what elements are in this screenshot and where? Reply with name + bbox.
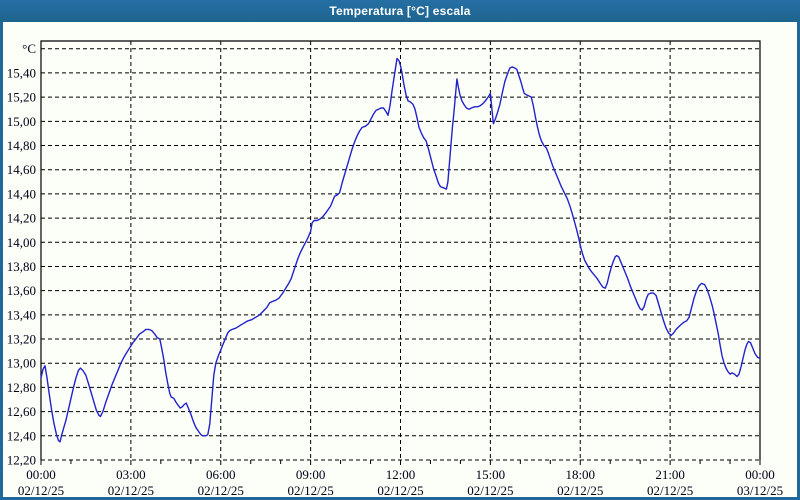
x-axis-time-label: 00:00 (26, 467, 56, 482)
y-axis-label: 13,80 (7, 259, 36, 274)
x-axis-time-label: 12:00 (386, 467, 416, 482)
y-axis-label: 12,20 (7, 453, 36, 468)
y-axis-label: 12,40 (7, 428, 36, 443)
y-axis-label: 13,60 (7, 283, 36, 298)
temperature-line (40, 57, 761, 443)
window-frame-left (0, 22, 3, 500)
y-axis-label: 13,40 (7, 307, 36, 322)
y-axis-label: 14,00 (7, 235, 36, 250)
x-axis-date-label: 02/12/25 (557, 483, 603, 498)
y-axis-label: 15,00 (7, 114, 36, 129)
x-axis-time-label: 15:00 (476, 467, 506, 482)
y-axis-label: 14,60 (7, 162, 36, 177)
x-axis-date-label: 02/12/25 (647, 483, 693, 498)
y-axis-label: 14,20 (7, 211, 36, 226)
window-frame-right (797, 22, 800, 500)
window-titlebar[interactable]: Temperatura [°C] escala (0, 0, 800, 22)
x-axis-date-label: 02/12/25 (108, 483, 154, 498)
x-axis-date-label: 02/12/25 (467, 483, 513, 498)
x-axis-date-label: 02/12/25 (377, 483, 423, 498)
x-axis-time-label: 09:00 (296, 467, 326, 482)
x-axis-date-label: 03/12/25 (737, 483, 783, 498)
plot-border (40, 40, 761, 460)
y-axis-label: °C (22, 41, 36, 56)
x-axis-time-label: 18:00 (565, 467, 595, 482)
x-axis-date-label: 02/12/25 (18, 483, 64, 498)
x-axis-time-label: 03:00 (116, 467, 146, 482)
y-axis-label: 15,20 (7, 90, 36, 105)
x-axis-time-label: 00:00 (745, 467, 775, 482)
window-frame-bottom (0, 497, 800, 500)
y-axis-label: 14,80 (7, 138, 36, 153)
window-title: Temperatura [°C] escala (329, 4, 471, 18)
x-axis-time-label: 21:00 (655, 467, 685, 482)
y-axis-label: 12,60 (7, 404, 36, 419)
y-axis-label: 13,00 (7, 356, 36, 371)
x-axis-date-label: 02/12/25 (288, 483, 334, 498)
y-axis-label: 15,40 (7, 65, 36, 80)
y-axis-label: 13,20 (7, 332, 36, 347)
y-axis-label: 14,40 (7, 186, 36, 201)
x-axis-date-label: 02/12/25 (198, 483, 244, 498)
x-axis-time-label: 06:00 (206, 467, 236, 482)
y-axis-label: 12,80 (7, 380, 36, 395)
